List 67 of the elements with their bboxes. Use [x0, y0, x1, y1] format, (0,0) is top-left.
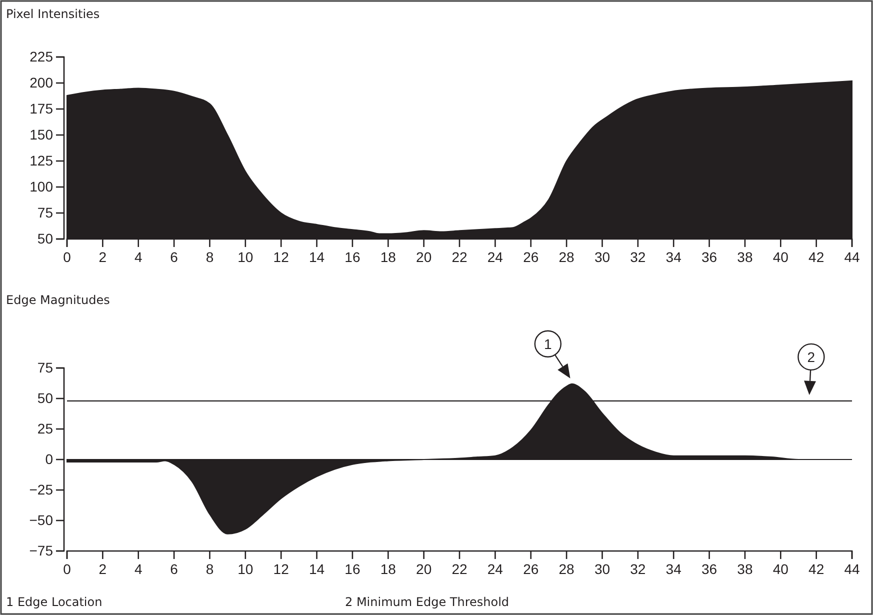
x-tick-label: 8 [206, 248, 214, 265]
x-tick-label: 36 [701, 560, 718, 577]
y-tick-label: 200 [30, 74, 54, 90]
y-tick-label: 50 [37, 230, 54, 246]
x-tick-label: 0 [63, 560, 72, 577]
x-tick-label: 12 [273, 560, 290, 577]
annotation: 1 [544, 336, 552, 352]
text: 2 Minimum Edge Threshold [345, 595, 510, 609]
x-tick-label: 42 [808, 560, 824, 577]
y-tick-label: 0 [45, 450, 54, 467]
y-tick-label: 75 [37, 359, 54, 376]
x-tick-label: 14 [308, 560, 325, 577]
x-tick-label: 10 [238, 248, 254, 265]
x-tick-label: 44 [844, 560, 860, 577]
y-tick-label: −75 [29, 542, 54, 558]
x-tick-label: 2 [98, 560, 107, 577]
x-tick-label: 6 [170, 248, 178, 265]
y-tick-label: 175 [30, 100, 54, 116]
x-tick-label: 22 [452, 560, 468, 577]
text: 1 Edge Location [6, 595, 102, 609]
x-tick-label: 30 [594, 560, 610, 577]
x-tick-label: 6 [170, 560, 178, 577]
x-tick-label: 14 [308, 248, 325, 265]
x-tick-label: 22 [452, 248, 468, 265]
x-tick-label: 2 [98, 248, 107, 265]
x-tick-label: 44 [844, 248, 860, 265]
x-tick-label: 20 [416, 248, 432, 265]
x-tick-label: 24 [487, 560, 504, 577]
x-tick-label: 28 [558, 248, 575, 265]
y-tick-label: −25 [29, 481, 54, 498]
x-tick-label: 4 [134, 560, 142, 577]
y-tick-label: 100 [30, 178, 54, 194]
y-tick-label: 75 [37, 204, 54, 220]
x-tick-label: 8 [206, 560, 214, 577]
x-tick-label: 30 [594, 248, 610, 265]
x-tick-label: 20 [416, 560, 432, 577]
y-tick-label: 25 [37, 420, 54, 436]
x-tick-label: 18 [380, 560, 396, 577]
annotation: 2 [807, 348, 816, 365]
x-tick-label: 16 [344, 248, 360, 265]
y-tick-label: 225 [30, 48, 54, 64]
x-tick-label: 0 [63, 248, 72, 265]
x-tick-label: 40 [772, 560, 789, 577]
x-tick-label: 18 [380, 248, 396, 265]
x-tick-label: 36 [701, 248, 718, 265]
x-tick-label: 4 [134, 248, 142, 265]
x-tick-label: 26 [523, 560, 539, 577]
x-tick-label: 34 [666, 248, 682, 265]
x-tick-label: 42 [808, 248, 824, 265]
x-tick-label: 32 [630, 248, 646, 265]
x-tick-label: 26 [523, 248, 539, 265]
y-tick-label: 125 [30, 152, 54, 168]
x-tick-label: 38 [737, 248, 753, 265]
y-tick-label: −50 [29, 512, 54, 528]
x-tick-label: 38 [737, 560, 753, 577]
y-tick-label: 150 [30, 126, 54, 142]
chart-title: Pixel Intensities [6, 7, 100, 21]
x-tick-label: 24 [487, 248, 504, 265]
x-tick-label: 28 [558, 560, 575, 577]
x-tick-label: 40 [772, 248, 789, 265]
x-tick-label: 32 [630, 560, 646, 577]
y-tick-label: 50 [37, 390, 54, 406]
x-tick-label: 16 [344, 560, 360, 577]
x-tick-label: 34 [666, 560, 682, 577]
x-tick-label: 12 [273, 248, 290, 265]
x-tick-label: 10 [238, 560, 254, 577]
chart-title: Edge Magnitudes [6, 293, 110, 307]
